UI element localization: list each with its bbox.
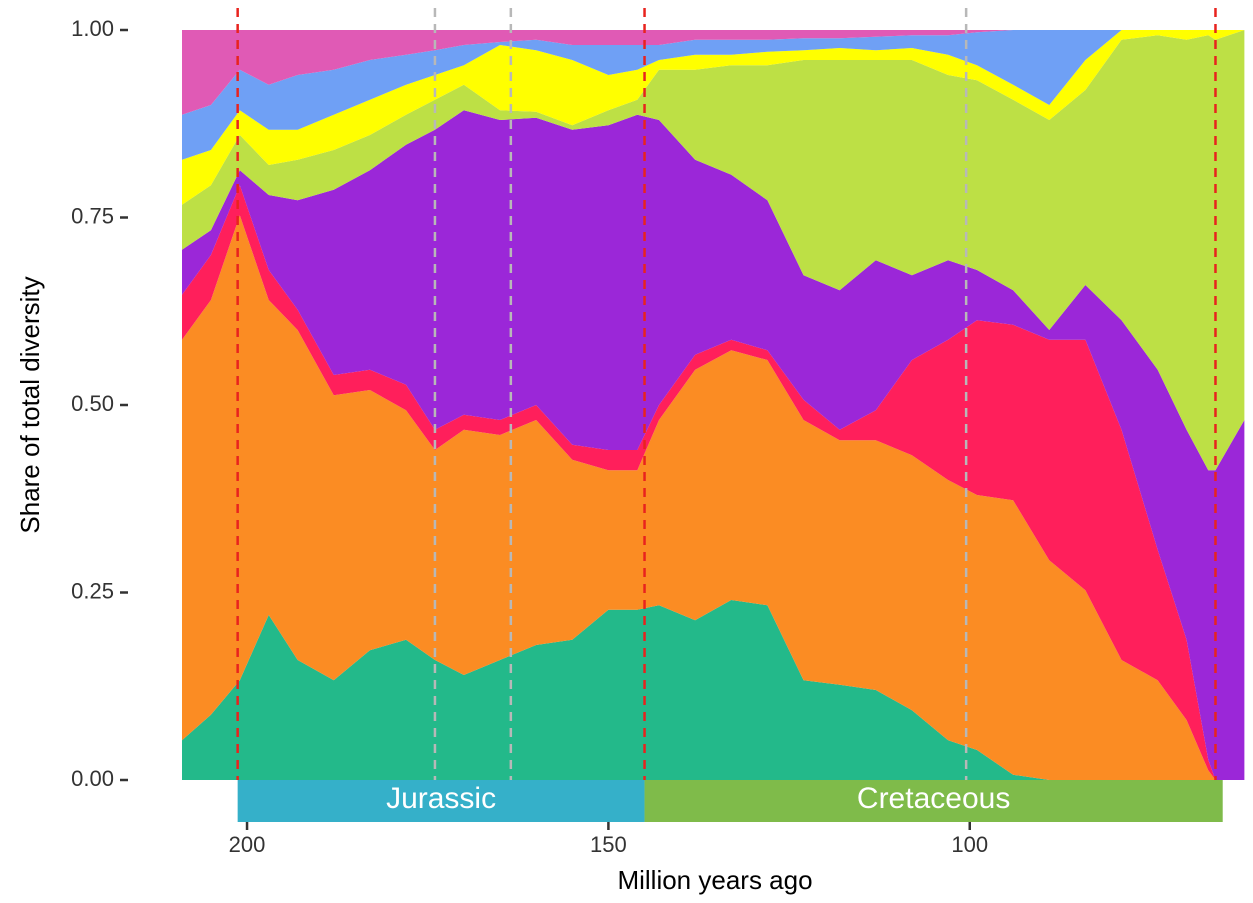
area (182, 30, 1245, 205)
y-tick-label: 0.00 (71, 766, 114, 791)
area (182, 215, 1245, 780)
y-tick-label: 0.25 (71, 578, 114, 603)
x-tick-label: 150 (590, 832, 627, 857)
x-tick-label: 100 (951, 832, 988, 857)
area (182, 30, 1245, 471)
y-tick-label: 0.50 (71, 391, 114, 416)
y-tick-label: 0.75 (71, 203, 114, 228)
period-label: Cretaceous (857, 782, 1010, 815)
period-band (237, 780, 645, 822)
period-label: Jurassic (386, 782, 496, 815)
period-band (644, 780, 1223, 822)
area (182, 110, 1245, 780)
x-tick-label: 200 (229, 832, 266, 857)
plot-area (182, 30, 1245, 780)
x-axis-title: Million years ago (617, 865, 812, 895)
y-axis-title: Share of total diversity (15, 276, 45, 533)
y-tick-label: 1.00 (71, 16, 114, 41)
area (182, 30, 1245, 160)
area (182, 600, 1245, 780)
area (182, 30, 1245, 115)
area (182, 185, 1245, 780)
